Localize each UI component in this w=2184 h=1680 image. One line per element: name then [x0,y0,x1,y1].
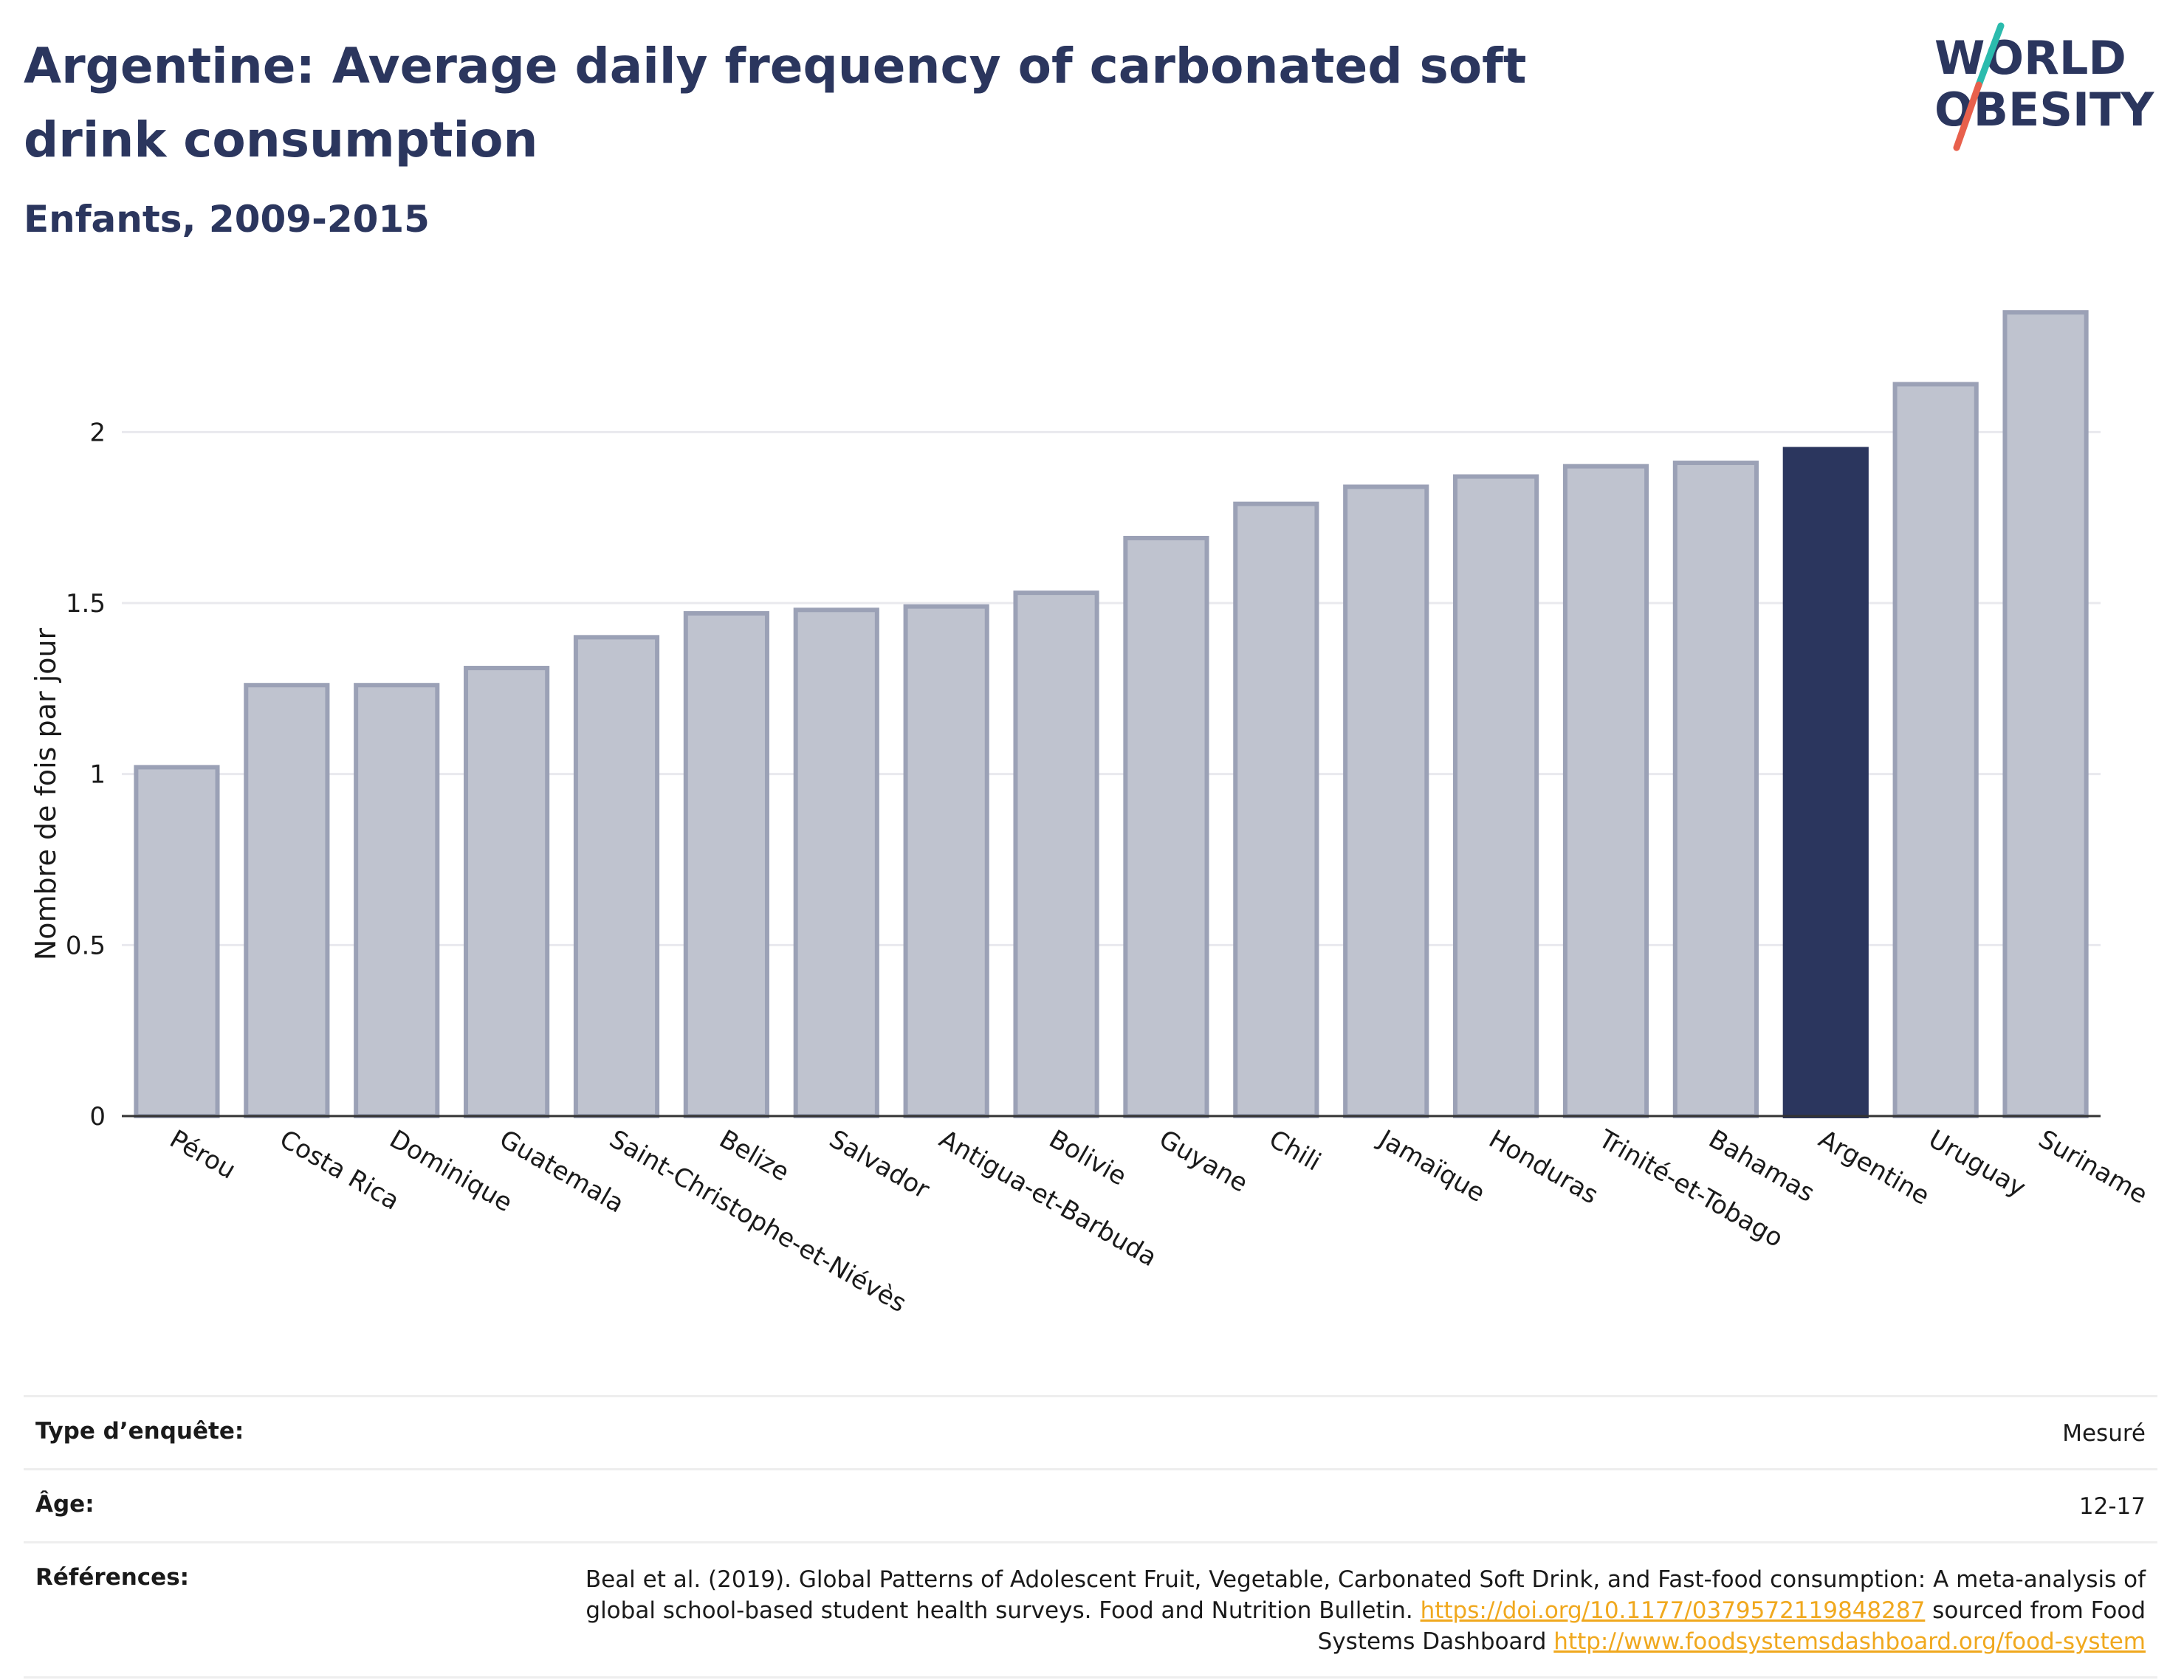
bar[interactable] [1013,591,1099,1118]
bar[interactable] [683,610,769,1118]
x-tick-label: Honduras [1484,1124,1604,1210]
food-systems-link[interactable]: http://www.foodsystemsdashboard.org/food… [1553,1628,2146,1655]
bar[interactable] [464,666,550,1118]
bar-highlight[interactable] [1782,447,1869,1118]
logo-slash-teal [1975,22,2005,89]
bar[interactable] [1233,501,1319,1118]
x-tick-label: Trinité-et-Tobago [1593,1124,1788,1253]
bar[interactable] [1343,484,1429,1118]
survey-type-label: Type d’enquête: [35,1418,244,1445]
y-axis-label: Nombre de fois par jour [30,627,62,960]
age-value: 12-17 [2078,1493,2146,1520]
info-table: Type d’enquête: Mesuré Âge: 12-17 Référe… [24,1395,2157,1679]
bar-chart: 0 0.5 1 1.5 2 Pérou Costa RicaDominiqueGuatem… [30,310,2152,1318]
bar[interactable] [1892,382,1979,1118]
y-tick-label: 1 [89,760,106,790]
survey-type-value: Mesuré [2062,1420,2146,1447]
info-row-references: Références: Beal et al. (2019). Global P… [24,1541,2157,1679]
bar[interactable] [1123,535,1209,1118]
x-tick-label: Guyane [1154,1124,1253,1198]
x-tick-label: Argentine [1813,1124,1934,1211]
x-tick-label: Pérou [165,1124,241,1185]
x-tick-label: Suriname [2033,1124,2152,1210]
bar[interactable] [2002,310,2089,1119]
bar[interactable] [244,683,330,1118]
x-tick-label: Uruguay [1923,1124,2030,1203]
x-tick-label: Jamaïque [1373,1123,1490,1208]
reference-text-2: sourced from Food Systems Dashboard [1317,1597,2146,1655]
x-tick-label: Bolivie [1044,1124,1131,1191]
y-tick-label: 1.5 [66,589,106,619]
x-tick-label: Dominique [385,1124,518,1218]
bar[interactable] [354,683,440,1118]
y-tick-labels: 0 0.5 1 1.5 2 [66,418,106,1132]
bars [134,310,2089,1119]
bar[interactable] [793,607,879,1118]
y-tick-label: 0.5 [66,931,106,960]
world-obesity-logo: WORLD OBESITY [1934,22,2154,151]
grid-lines [122,430,2101,946]
y-tick-label: 0 [89,1102,106,1132]
logo-slash-red [1953,81,1982,151]
chart-subtitle: Enfants, 2009-2015 [24,198,430,241]
bar[interactable] [1562,464,1649,1118]
x-tick-label: Belize [714,1124,794,1188]
info-row-age: Âge: 12-17 [24,1468,2157,1541]
references-label: Références: [35,1564,190,1591]
references-value: Beal et al. (2019). Global Patterns of A… [558,1564,2146,1657]
age-label: Âge: [35,1491,95,1518]
bar[interactable] [573,635,660,1118]
bar[interactable] [134,765,220,1119]
info-row-survey: Type d’enquête: Mesuré [24,1395,2157,1468]
reference-text-1: Beal et al. (2019). Global Patterns of A… [585,1566,2146,1624]
x-tick-label: Salvador [824,1124,934,1205]
x-tick-label: Costa Rica [275,1124,405,1216]
x-tick-labels: Pérou Costa RicaDominiqueGuatemalaSaint-C… [165,1123,2152,1318]
bar[interactable] [1453,474,1539,1118]
x-tick-label: Guatemala [495,1124,629,1219]
y-tick-label: 2 [89,418,106,447]
x-tick-label: Chili [1264,1124,1326,1177]
bar[interactable] [903,604,989,1118]
chart-title: Argentine: Average daily frequency of ca… [24,38,1527,168]
bar[interactable] [1672,461,1759,1118]
doi-link[interactable]: https://doi.org/10.1177/0379572119848287 [1420,1597,1926,1624]
logo-line1: WORLD [1934,31,2126,85]
